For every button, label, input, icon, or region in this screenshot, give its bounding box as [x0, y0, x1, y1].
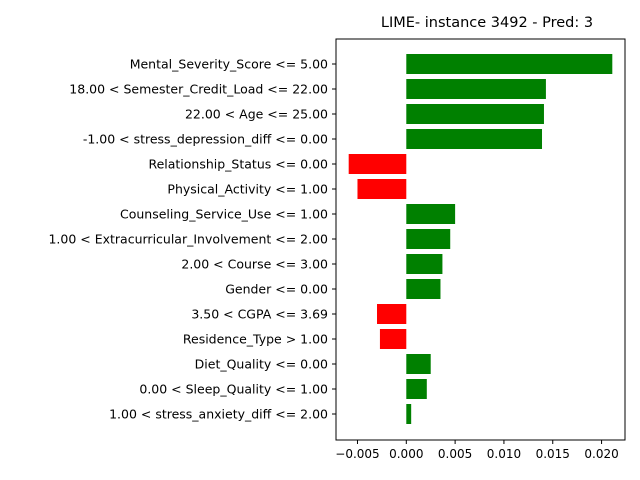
y-tick-label: 1.00 < stress_anxiety_diff <= 2.00: [109, 407, 328, 422]
bar: [377, 304, 407, 324]
y-tick-label: Mental_Severity_Score <= 5.00: [130, 57, 328, 72]
bar: [406, 204, 456, 224]
bar: [406, 54, 613, 74]
bar: [406, 104, 544, 124]
axes-frame: [335, 38, 626, 441]
y-tick-label: 2.00 < Course <= 3.00: [181, 257, 328, 272]
x-tick-label: 0.000: [389, 447, 423, 461]
y-tick-label: 22.00 < Age <= 25.00: [185, 107, 328, 122]
bar: [348, 154, 407, 174]
y-tick-label: Physical_Activity <= 1.00: [167, 182, 328, 197]
bar: [379, 329, 407, 349]
bar: [406, 254, 443, 274]
bar: [357, 179, 407, 199]
y-tick-label: Relationship_Status <= 0.00: [148, 157, 328, 172]
y-tick-label: 1.00 < Extracurricular_Involvement <= 2.…: [48, 232, 328, 247]
bar: [406, 229, 451, 249]
y-tick-label: Gender <= 0.00: [225, 282, 328, 297]
y-tick-label: 18.00 < Semester_Credit_Load <= 22.00: [69, 82, 328, 97]
x-tick-label: 0.005: [438, 447, 472, 461]
y-tick-labels: Mental_Severity_Score <= 5.00 18.00 < Sem…: [48, 57, 336, 422]
bar: [406, 79, 546, 99]
y-tick-label: -1.00 < stress_depression_diff <= 0.00: [83, 132, 328, 147]
y-tick-label: Counseling_Service_Use <= 1.00: [120, 207, 328, 222]
y-tick-label: Residence_Type > 1.00: [183, 332, 328, 347]
y-tick-label: 3.50 < CGPA <= 3.69: [191, 307, 328, 322]
bar: [406, 279, 441, 299]
bar: [406, 404, 412, 424]
y-tick-label: Diet_Quality <= 0.00: [195, 357, 328, 372]
chart-title: LIME- instance 3492 - Pred: 3: [381, 15, 593, 31]
x-tick-label: 0.010: [487, 447, 521, 461]
y-tick-label: 0.00 < Sleep_Quality <= 1.00: [139, 382, 328, 397]
bar: [406, 129, 543, 149]
x-tick-label: 0.015: [536, 447, 570, 461]
bars-group: [348, 54, 613, 424]
x-tick-label: −0.005: [335, 447, 379, 461]
x-ticks: −0.005 0.000 0.005 0.010 0.015 0.020: [335, 440, 619, 461]
bar: [406, 379, 427, 399]
bar: [406, 354, 431, 374]
x-tick-label: 0.020: [584, 447, 618, 461]
